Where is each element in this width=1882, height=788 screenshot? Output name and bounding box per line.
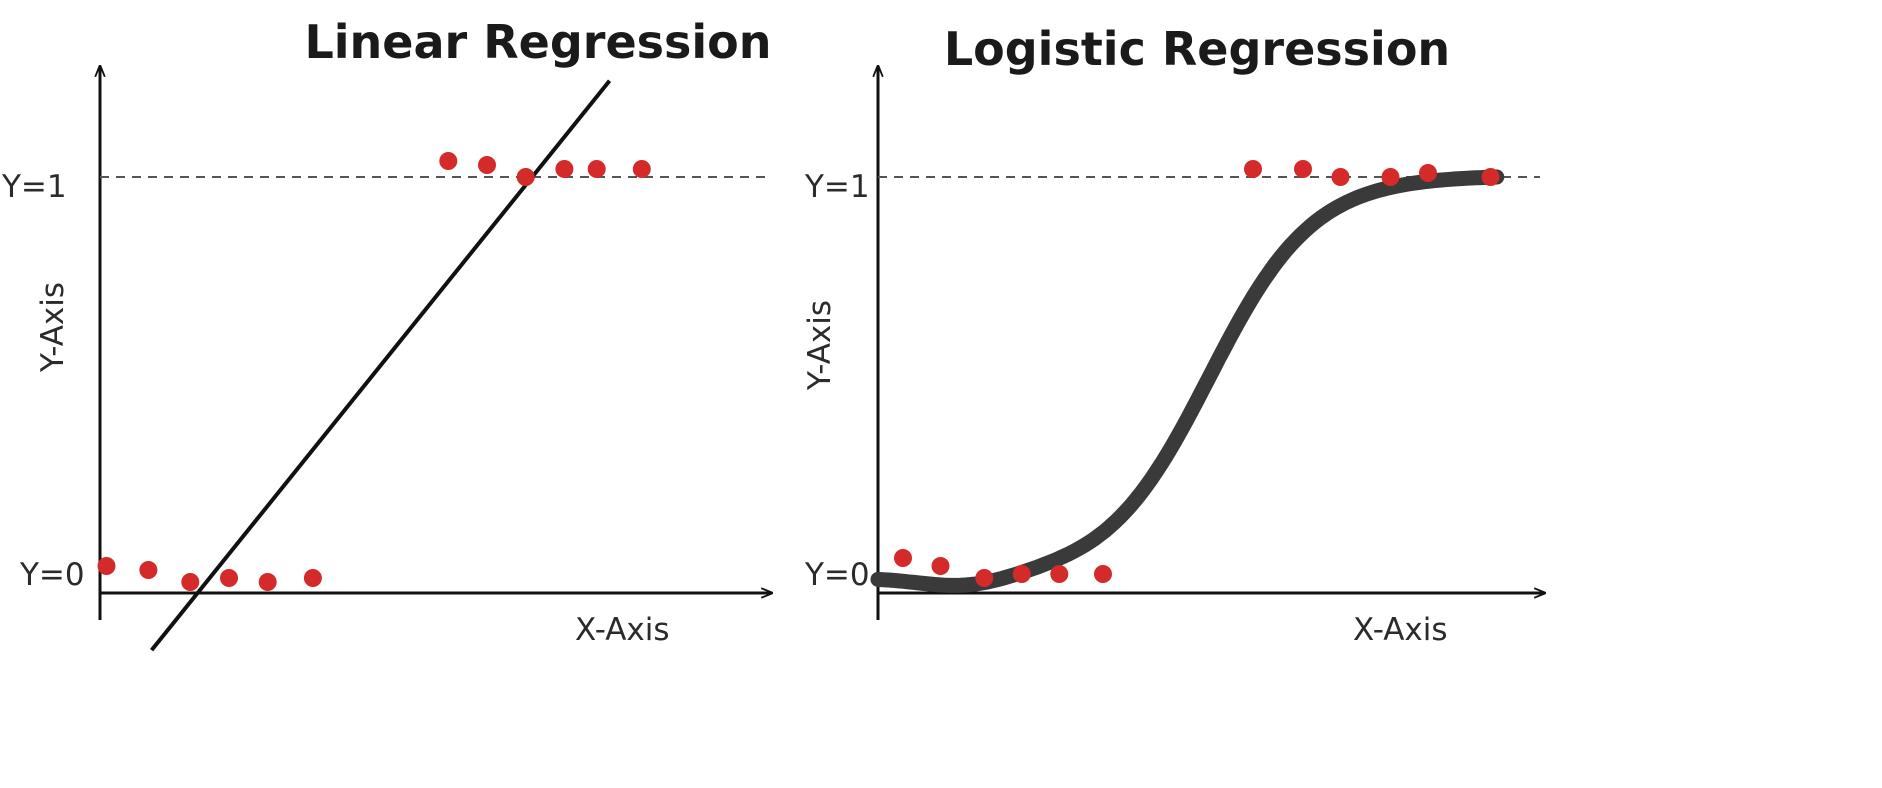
data-point [139,561,158,579]
data-points-group [97,152,651,591]
data-point [1094,565,1112,583]
data-point [181,573,200,591]
linear-regression-chart: Linear Regression Y=1 Y=0 X-Axis Y-Axis [1,15,772,652]
data-point [1294,160,1312,178]
data-point [587,160,606,178]
x-axis-label: X-Axis [1353,612,1448,648]
logistic-regression-chart: Logistic Regression Y=1 Y=0 X-Axis Y-Axi… [802,22,1545,648]
regression-line [150,79,612,652]
x-axis-label: X-Axis [575,612,670,648]
data-point [1419,164,1437,182]
data-point [97,557,116,575]
data-point [1012,565,1031,583]
y-tick-label-zero: Y=0 [804,557,870,593]
chart-title: Logistic Regression [944,22,1450,76]
y-tick-label-one: Y=1 [804,169,870,205]
data-point [1244,160,1262,178]
y-axis-label: Y-Axis [802,300,838,391]
data-point [975,569,994,587]
data-point [220,569,238,587]
chart-title: Linear Regression [304,15,771,69]
data-point [1381,168,1400,186]
data-point [931,557,950,575]
data-point [894,549,912,567]
data-point [258,573,277,591]
sigmoid-curve [870,169,1505,593]
data-points-group [894,160,1500,587]
fit-line-group [150,79,612,652]
y-axis-label: Y-Axis [35,282,71,373]
y-tick-label-one: Y=1 [1,169,67,205]
data-point [439,152,458,170]
data-point [303,569,322,587]
data-point [1331,168,1350,186]
y-tick-label-zero: Y=0 [19,557,85,593]
data-point [516,168,535,186]
data-point [1050,565,1069,583]
data-point [632,160,651,178]
fit-curve-group [870,169,1505,593]
data-point [478,156,496,174]
data-point [1481,168,1500,186]
data-point [555,160,574,178]
